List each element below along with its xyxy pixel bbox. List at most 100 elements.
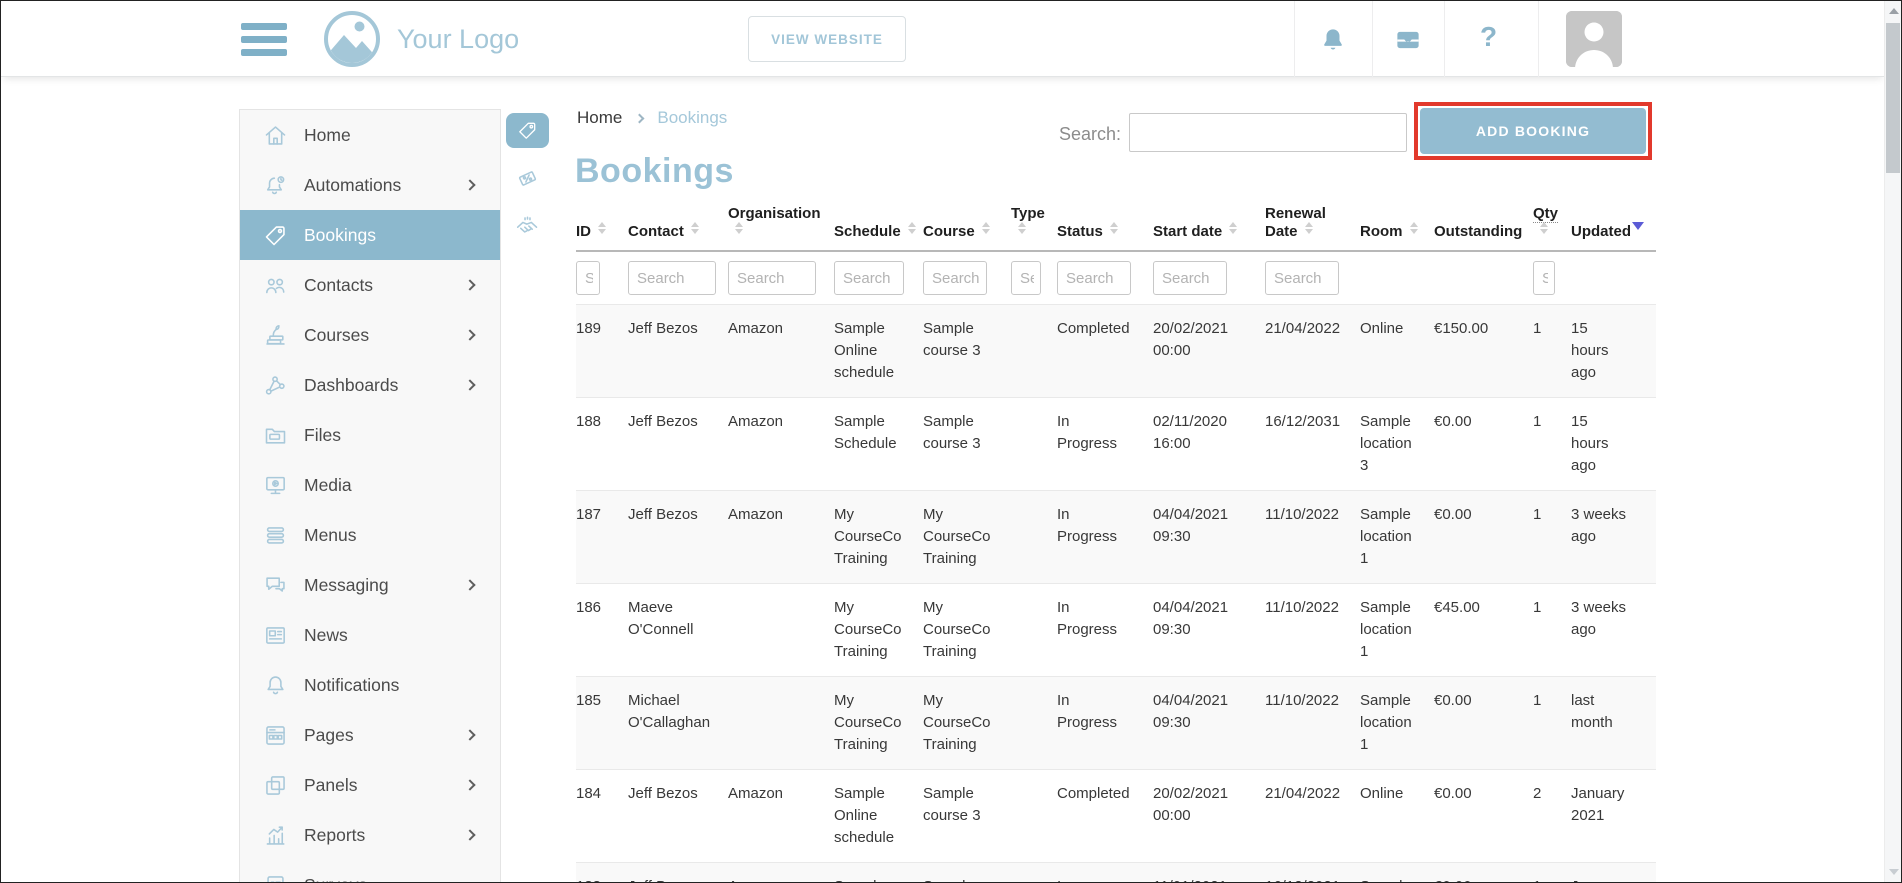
column-header-schedule[interactable]: Schedule [834, 197, 923, 252]
search-cell-room [1360, 251, 1434, 305]
sidebar-item-surveys[interactable]: Surveys [240, 860, 500, 883]
cell-type [1011, 863, 1057, 883]
cell-course: My CourseCo Training [923, 599, 991, 660]
notifications-bell-icon[interactable] [1318, 25, 1348, 55]
sidebar-item-label: Notifications [304, 674, 400, 695]
cell-course: My CourseCo Training [923, 506, 991, 567]
sidebar-item-media[interactable]: Media [240, 460, 500, 510]
help-icon[interactable]: ? [1480, 21, 1498, 52]
cell-updated: January 2021 [1571, 785, 1625, 824]
sidebar-item-panels[interactable]: Panels [240, 760, 500, 810]
column-label: Outstanding [1434, 223, 1523, 240]
column-header-updated[interactable]: Updated [1571, 197, 1656, 252]
chevron-right-icon [464, 729, 476, 741]
subnav-bookings-tile[interactable] [506, 113, 549, 148]
scrollbar-thumb[interactable] [1886, 23, 1900, 173]
sidebar-item-label: Media [304, 474, 352, 495]
column-header-course[interactable]: Course [923, 197, 1011, 252]
search-schedule-input[interactable] [834, 261, 904, 295]
inbox-tray-icon[interactable] [1393, 25, 1423, 55]
cell-type [1011, 491, 1057, 584]
table-row[interactable]: 186 Maeve O'Connell My CourseCo Training My… [576, 583, 1656, 677]
search-type-input[interactable] [1011, 261, 1041, 295]
search-cell-type [1011, 251, 1057, 305]
sidebar-item-label: Surveys [304, 875, 367, 883]
cell-id: 184 [576, 785, 602, 802]
column-header-qty[interactable]: Qty [1533, 197, 1571, 252]
cell-updated: 3 weeks ago [1571, 599, 1627, 638]
search-qty-input[interactable] [1533, 261, 1555, 295]
global-search-input[interactable] [1129, 113, 1407, 152]
cell-updated: last month [1571, 692, 1613, 731]
search-course-input[interactable] [923, 261, 987, 295]
hamburger-menu-icon[interactable] [241, 23, 287, 56]
top-bar: Your Logo VIEW WEBSITE ? [1, 1, 1885, 77]
search-start_date-input[interactable] [1153, 261, 1227, 295]
sidebar-item-pages[interactable]: Pages [240, 710, 500, 760]
page-layout-icon [262, 722, 289, 749]
sidebar-item-dashboards[interactable]: Dashboards [240, 360, 500, 410]
scrollbar-down-arrow-icon[interactable] [1889, 869, 1899, 875]
table-row[interactable]: 189 Jeff Bezos Amazon Sample Online schedul… [576, 304, 1656, 398]
sidebar-item-messaging[interactable]: Messaging [240, 560, 500, 610]
cell-id: 189 [576, 320, 602, 337]
breadcrumb-home-link[interactable]: Home [577, 108, 623, 127]
discount-ticket-icon [514, 165, 541, 192]
cell-qty: 2 [1533, 785, 1542, 802]
column-header-room[interactable]: Room [1360, 197, 1434, 252]
search-cell-qty [1533, 251, 1571, 305]
cell-id: 185 [576, 692, 602, 709]
column-header-start_date[interactable]: Start date [1153, 197, 1265, 252]
cell-organisation: Amazon [728, 413, 784, 430]
table-row[interactable]: 185 Michael O'Callaghan My CourseCo Traini… [576, 676, 1656, 770]
sidebar-item-label: Menus [304, 524, 357, 545]
cell-organisation [728, 677, 834, 770]
column-header-outstanding[interactable]: Outstanding [1434, 197, 1533, 252]
people-icon [262, 272, 289, 299]
cell-room: Sample location 1 [1360, 506, 1412, 567]
subnav-discounts-tile[interactable] [506, 161, 549, 196]
sidebar-item-notifications[interactable]: Notifications [240, 660, 500, 710]
column-header-contact[interactable]: Contact [628, 197, 728, 252]
cell-outstanding: €0.00 [1434, 785, 1472, 802]
sidebar-item-contacts[interactable]: Contacts [240, 260, 500, 310]
user-avatar[interactable] [1566, 11, 1622, 67]
search-status-input[interactable] [1057, 261, 1131, 295]
house-icon [262, 122, 289, 149]
cell-room: Sample location 1 [1360, 692, 1412, 753]
column-header-organisation[interactable]: Organisation [728, 197, 834, 252]
table-row[interactable]: 188 Jeff Bezos Amazon Sample Schedule Sample… [576, 397, 1656, 491]
table-row[interactable]: 184 Jeff Bezos Amazon Sample Online schedul… [576, 769, 1656, 863]
search-contact-input[interactable] [628, 261, 716, 295]
column-header-type[interactable]: Type [1011, 197, 1057, 252]
cell-status: In Progress [1057, 413, 1118, 452]
chevron-right-icon [464, 179, 476, 191]
sidebar-item-bookings[interactable]: Bookings [240, 210, 500, 260]
search-organisation-input[interactable] [728, 261, 816, 295]
sidebar-item-courses[interactable]: Courses [240, 310, 500, 360]
search-id-input[interactable] [576, 261, 600, 295]
view-website-button[interactable]: VIEW WEBSITE [748, 16, 906, 62]
header-divider [1294, 1, 1295, 77]
add-booking-highlight: ADD BOOKING [1414, 102, 1652, 160]
monitor-play-icon [262, 472, 289, 499]
column-header-id[interactable]: ID [576, 197, 628, 252]
table-row[interactable]: 187 Jeff Bezos Amazon My CourseCo Training M… [576, 490, 1656, 584]
subnav-partners-tile[interactable] [506, 209, 549, 244]
search-renewal_date-input[interactable] [1265, 261, 1339, 295]
cell-updated: January 2021 [1571, 863, 1656, 882]
sidebar-item-automations[interactable]: Automations [240, 160, 500, 210]
add-booking-button[interactable]: ADD BOOKING [1420, 108, 1646, 154]
scrollbar-up-arrow-icon[interactable] [1889, 8, 1899, 14]
cell-outstanding: €45.00 [1434, 599, 1480, 616]
sidebar-item-news[interactable]: News [240, 610, 500, 660]
column-header-renewal_date[interactable]: Renewal Date [1265, 197, 1360, 252]
sidebar-item-reports[interactable]: Reports [240, 810, 500, 860]
logo[interactable]: Your Logo [323, 9, 519, 69]
sidebar-item-home[interactable]: Home [240, 110, 500, 160]
column-header-status[interactable]: Status [1057, 197, 1153, 252]
sidebar-item-files[interactable]: Files [240, 410, 500, 460]
sidebar-item-menus[interactable]: Menus [240, 510, 500, 560]
cell-type [1011, 584, 1057, 677]
